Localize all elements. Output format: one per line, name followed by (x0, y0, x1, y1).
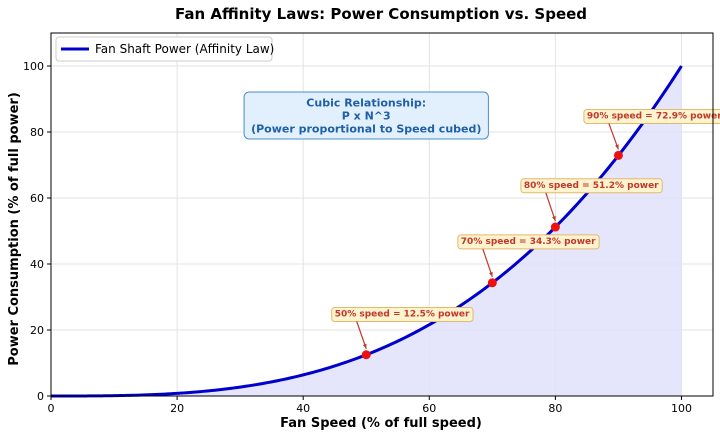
x-tick-label: 0 (48, 402, 55, 415)
annotation-label: 90% speed = 72.9% power (587, 112, 720, 122)
highlight-point (550, 222, 560, 232)
legend-label: Fan Shaft Power (Affinity Law) (95, 42, 274, 56)
annotation-arrowhead (362, 343, 367, 349)
annotation-arrow (482, 248, 493, 278)
chart-title: Fan Affinity Laws: Power Consumption vs.… (175, 5, 587, 23)
textbox-line: (Power proportional to Speed cubed) (251, 123, 481, 136)
textbox-frame (243, 91, 489, 140)
x-axis-label: Fan Speed (% of full speed) (280, 416, 482, 431)
y-tick-label: 60 (30, 192, 44, 205)
annotation-box (457, 234, 600, 250)
y-axis-label: Power Consumption (% of full power) (7, 92, 22, 366)
highlight-point (361, 350, 371, 360)
textbox-line: Cubic Relationship: (306, 97, 426, 110)
x-tick-label: 20 (170, 402, 184, 415)
annotation-arrow (545, 192, 556, 222)
annotation: 90% speed = 72.9% power (583, 109, 720, 150)
highlight-point (613, 150, 623, 160)
cubic-relationship-textbox: Cubic Relationship:P x N^3(Power proport… (243, 91, 489, 140)
annotation-box (331, 307, 474, 322)
textbox-line: P x N^3 (342, 110, 391, 123)
series-area-fill (51, 66, 682, 396)
y-tick-label: 100 (23, 60, 44, 73)
annotation: 70% speed = 34.3% power (457, 234, 600, 278)
annotation: 80% speed = 51.2% power (520, 178, 663, 222)
x-tick-label: 100 (671, 402, 692, 415)
x-tick-label: 40 (296, 402, 310, 415)
annotation-label: 80% speed = 51.2% power (524, 181, 659, 191)
y-tick-label: 20 (30, 324, 44, 337)
annotation-arrowhead (552, 216, 556, 222)
annotation-arrow (356, 321, 367, 349)
annotation: 50% speed = 12.5% power (331, 307, 474, 349)
highlight-point (487, 278, 497, 288)
annotation-arrowhead (615, 144, 619, 150)
highlight-points (361, 150, 623, 360)
x-tick-label: 80 (548, 402, 562, 415)
annotation-box (520, 178, 663, 194)
annotation-label: 50% speed = 12.5% power (335, 310, 470, 320)
x-tick-label: 60 (422, 402, 436, 415)
area-fill-layer (51, 66, 682, 396)
ticks: 0 20 40 60 80 100 0 20 40 60 80 100 (23, 60, 692, 415)
legend-box (55, 36, 273, 62)
y-tick-label: 80 (30, 126, 44, 139)
y-tick-label: 40 (30, 258, 44, 271)
annotation-label: 70% speed = 34.3% power (461, 237, 596, 247)
annotation-layer: 50% speed = 12.5% power 70% speed = 34.3%… (331, 109, 720, 349)
plot-frame (50, 32, 714, 397)
y-tick-label: 0 (37, 390, 44, 403)
annotation-arrowhead (489, 271, 493, 277)
annotation-box (583, 109, 720, 124)
legend: Fan Shaft Power (Affinity Law) (55, 36, 274, 62)
